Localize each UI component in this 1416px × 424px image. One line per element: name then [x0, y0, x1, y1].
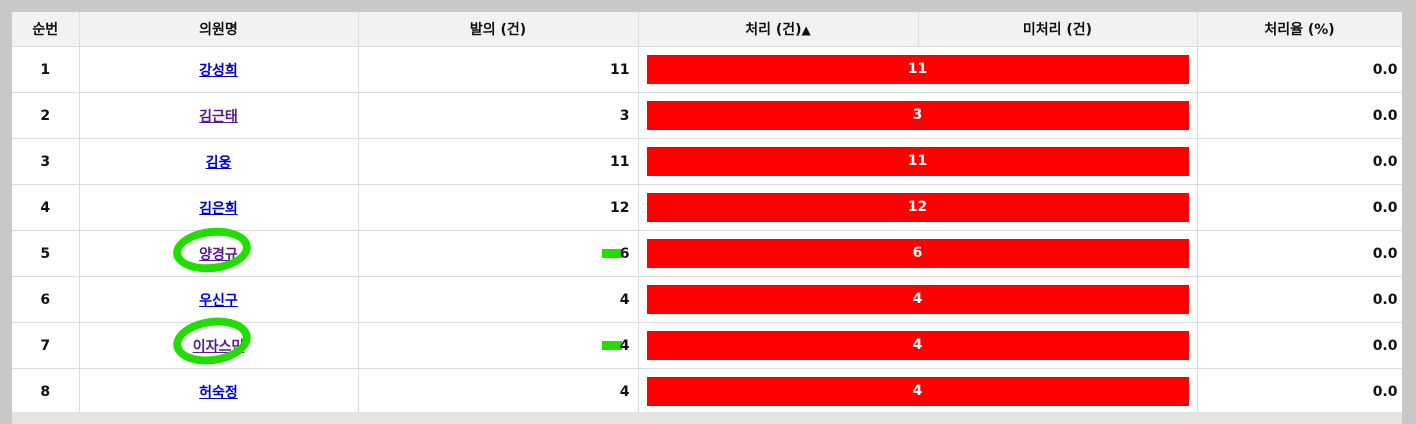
- cell-seq: 1: [12, 46, 80, 93]
- cell-name: 이자스민: [79, 312, 359, 369]
- cell-proposed: 12: [358, 184, 639, 231]
- processed-bar: 6: [646, 239, 1189, 268]
- member-name-link[interactable]: 강성희: [199, 62, 238, 79]
- cell-name: 김웅: [79, 138, 359, 185]
- cell-seq: 3: [12, 138, 80, 185]
- highlighted-name-wrap: 양경규: [171, 223, 254, 276]
- col-header-rate[interactable]: 처리율 (%): [1197, 12, 1402, 47]
- table-row: 5 양경규 6 6 0.0: [12, 223, 1402, 277]
- cell-name: 김근태: [79, 92, 359, 139]
- processed-bar: 11: [646, 147, 1189, 176]
- cell-rate: 0.0: [1197, 46, 1402, 93]
- member-name-link[interactable]: 김은희: [199, 200, 238, 217]
- cell-rate: 0.0: [1197, 368, 1402, 415]
- cell-proposed: 4: [358, 322, 639, 369]
- col-header-name[interactable]: 의원명: [79, 12, 359, 47]
- cell-name: 양경규: [79, 223, 359, 277]
- cell-processed-bar: 4: [638, 276, 1198, 323]
- cell-processed-bar: 6: [638, 230, 1198, 277]
- member-name-link[interactable]: 김근태: [199, 108, 238, 125]
- col-header-proposed[interactable]: 발의 (건): [358, 12, 639, 47]
- processed-bar: 4: [646, 331, 1189, 360]
- col-header-seq[interactable]: 순번: [12, 12, 80, 47]
- col-header-unprocessed[interactable]: 미처리 (건): [918, 12, 1198, 47]
- processed-bar: 4: [646, 377, 1189, 406]
- table-header-row: 순번 의원명 발의 (건) 처리 (건)▲ 미처리 (건) 처리율 (%): [12, 12, 1402, 47]
- table-row: 8 허숙정 4 4 0.0: [12, 368, 1402, 415]
- proposed-value: 4: [619, 337, 630, 354]
- processed-bar: 12: [646, 193, 1189, 222]
- table-row: 2 김근태 3 3 0.0: [12, 92, 1402, 139]
- table-row: 3 김웅 11 11 0.0: [12, 138, 1402, 185]
- member-name-link[interactable]: 허숙정: [199, 384, 238, 401]
- cell-name: 김은희: [79, 184, 359, 231]
- stats-panel: 순번 의원명 발의 (건) 처리 (건)▲ 미처리 (건) 처리율 (%) 1 …: [12, 12, 1402, 424]
- proposed-value: 6: [619, 245, 630, 262]
- member-bill-table: 순번 의원명 발의 (건) 처리 (건)▲ 미처리 (건) 처리율 (%) 1 …: [12, 12, 1402, 415]
- cell-proposed: 4: [358, 276, 639, 323]
- cell-name: 허숙정: [79, 368, 359, 415]
- processed-bar: 3: [646, 101, 1189, 130]
- highlighted-name-wrap: 이자스민: [169, 312, 254, 369]
- cell-rate: 0.0: [1197, 322, 1402, 369]
- cell-rate: 0.0: [1197, 138, 1402, 185]
- table-row: 1 강성희 11 11 0.0: [12, 46, 1402, 93]
- cell-seq: 2: [12, 92, 80, 139]
- cell-rate: 0.0: [1197, 230, 1402, 277]
- cell-name: 강성희: [79, 46, 359, 93]
- cell-seq: 5: [12, 230, 80, 277]
- cell-seq: 8: [12, 368, 80, 415]
- cell-proposed: 4: [358, 368, 639, 415]
- processed-bar: 4: [646, 285, 1189, 314]
- member-name-link[interactable]: 김웅: [205, 154, 232, 171]
- col-header-processed-label: 처리 (건): [745, 22, 802, 38]
- cell-rate: 0.0: [1197, 276, 1402, 323]
- green-highlight-mark: [601, 249, 622, 258]
- cell-processed-bar: 4: [638, 322, 1198, 369]
- next-row-partial: [12, 412, 1402, 424]
- member-name-link[interactable]: 양경규: [199, 246, 238, 263]
- cell-seq: 6: [12, 276, 80, 323]
- sort-ascending-icon: ▲: [801, 23, 811, 37]
- member-name-link[interactable]: 이자스민: [192, 338, 245, 355]
- cell-seq: 7: [12, 322, 80, 369]
- table-body: 1 강성희 11 11 0.0 2 김근태 3 3 0.0: [12, 46, 1402, 415]
- cell-proposed: 6: [358, 230, 639, 277]
- cell-rate: 0.0: [1197, 92, 1402, 139]
- cell-processed-bar: 11: [638, 46, 1198, 93]
- cell-processed-bar: 4: [638, 368, 1198, 415]
- cell-seq: 4: [12, 184, 80, 231]
- processed-bar: 11: [646, 55, 1189, 84]
- cell-processed-bar: 3: [638, 92, 1198, 139]
- cell-processed-bar: 12: [638, 184, 1198, 231]
- col-header-processed[interactable]: 처리 (건)▲: [638, 12, 919, 47]
- cell-processed-bar: 11: [638, 138, 1198, 185]
- member-name-link[interactable]: 우신구: [199, 292, 238, 309]
- table-row: 7 이자스민 4 4 0.0: [12, 312, 1402, 369]
- cell-proposed: 3: [358, 92, 639, 139]
- green-highlight-mark: [601, 341, 622, 350]
- cell-proposed: 11: [358, 46, 639, 93]
- table-row: 6 우신구 4 4 0.0: [12, 276, 1402, 323]
- cell-name: 우신구: [79, 276, 359, 323]
- cell-proposed: 11: [358, 138, 639, 185]
- cell-rate: 0.0: [1197, 184, 1402, 231]
- table-row: 4 김은희 12 12 0.0: [12, 184, 1402, 231]
